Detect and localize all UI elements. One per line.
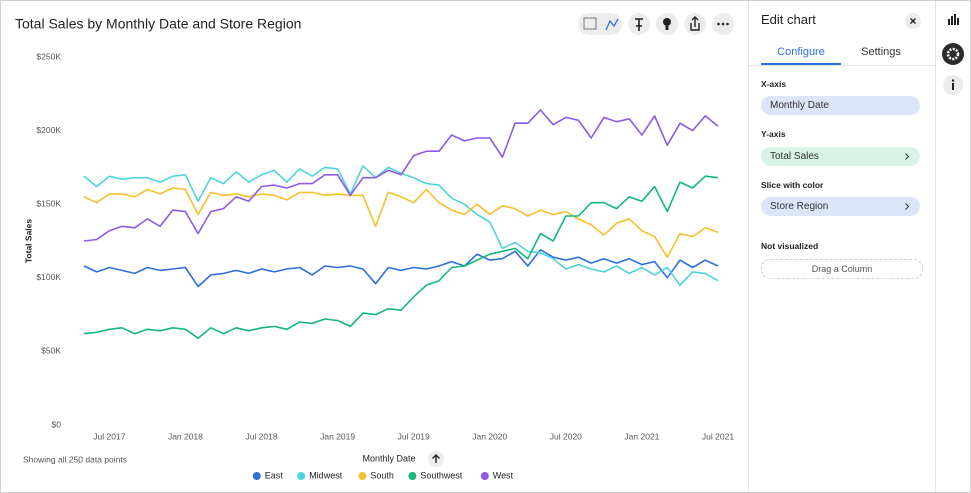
side-rail [935, 1, 971, 492]
series-line [83, 187, 719, 258]
field-pill[interactable]: Total Sales [761, 147, 920, 166]
y-tick-label: $150K [36, 198, 61, 208]
insight-button[interactable] [656, 13, 678, 35]
chevron [905, 203, 910, 210]
field-name: Total Sales [770, 151, 819, 162]
footnote: Showing all 250 data points [23, 454, 127, 464]
y-tick-label: $250K [36, 51, 61, 61]
series-line [83, 249, 719, 288]
y-axis-label: Total Sales [23, 219, 33, 264]
x-tick-label: Jan 2018 [168, 431, 203, 441]
chart: Total Sales by Monthly Date and Store Re… [15, 13, 734, 480]
y-tick-label: $50K [41, 346, 61, 356]
more-button[interactable] [712, 13, 734, 35]
x-tick-label: Jan 2021 [624, 431, 659, 441]
legend-swatch [297, 472, 306, 480]
legend-swatch [252, 472, 261, 480]
legend-label: Southwest [420, 470, 463, 480]
section-label: Slice with color [761, 180, 824, 190]
series-line [83, 175, 719, 339]
x-tick-label: Jan 2020 [472, 431, 507, 441]
tab[interactable]: Settings [861, 46, 901, 58]
legend-label: East [265, 470, 284, 480]
series-line [83, 109, 719, 242]
x-tick-label: Jul 2017 [93, 431, 125, 441]
y-tick-label: $0 [52, 419, 62, 429]
sort-button[interactable] [428, 451, 444, 467]
drop-zone[interactable]: Drag a Column [761, 259, 923, 279]
legend-swatch [358, 472, 367, 480]
y-tick-label: $200K [36, 125, 61, 135]
chart-title: Total Sales by Monthly Date and Store Re… [15, 16, 301, 32]
chevron [905, 153, 910, 160]
divider [749, 65, 935, 66]
panel-title: Edit chart [761, 12, 816, 27]
field-name: Store Region [770, 201, 829, 212]
rail-icons [942, 14, 964, 95]
edit-panel: Edit chart Configure Settings X-axis Mon… [748, 1, 935, 492]
field-pill[interactable]: Store Region [761, 197, 920, 216]
legend-label: West [493, 470, 514, 480]
x-tick-label: Jul 2020 [550, 431, 582, 441]
y-tick-label: $100K [36, 272, 61, 282]
chart-icon[interactable] [605, 18, 619, 31]
settings-button[interactable] [942, 43, 964, 65]
x-tick-label: Jan 2019 [320, 431, 355, 441]
x-tick-label: Jul 2019 [398, 431, 430, 441]
table-icon[interactable] [583, 17, 597, 30]
legend-swatch [480, 472, 489, 480]
chart-type-button[interactable] [948, 14, 959, 25]
close-button[interactable] [905, 13, 921, 29]
field-name: Monthly Date [770, 100, 829, 111]
share-button[interactable] [684, 13, 706, 35]
x-axis-label: Monthly Date [362, 453, 415, 463]
info-button[interactable] [943, 75, 963, 95]
x-tick-label: Jul 2021 [702, 431, 734, 441]
x-tick-label: Jul 2018 [245, 431, 277, 441]
legend-swatch [408, 472, 417, 480]
series-line [83, 165, 719, 286]
section-label: Not visualized [761, 241, 819, 251]
section-label: Y-axis [761, 129, 786, 139]
legend-label: Midwest [309, 470, 343, 480]
section-label: X-axis [761, 79, 787, 89]
tab[interactable]: Configure [761, 46, 841, 65]
pin-button[interactable] [628, 13, 650, 35]
toolbar [578, 13, 734, 35]
legend-label: South [370, 470, 394, 480]
field-pill[interactable]: Monthly Date [761, 96, 920, 115]
